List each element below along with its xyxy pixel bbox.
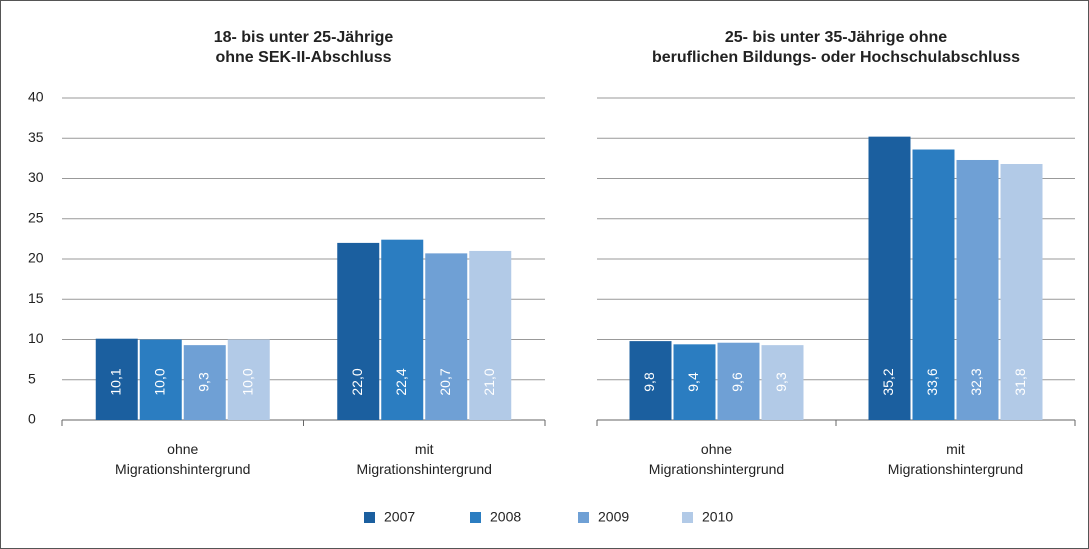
value-label: 10,0 bbox=[151, 368, 167, 395]
x-tick-label: mit Migrationshintergrund bbox=[357, 441, 492, 477]
bar bbox=[381, 239, 424, 420]
bar bbox=[337, 242, 380, 420]
value-label: 35,2 bbox=[880, 368, 896, 395]
value-label: 32,3 bbox=[968, 368, 984, 395]
y-tick-label: 20 bbox=[28, 250, 44, 266]
bar bbox=[761, 345, 804, 420]
y-tick-label: 30 bbox=[28, 169, 44, 185]
bar bbox=[425, 253, 468, 420]
legend-label: 2007 bbox=[384, 509, 415, 525]
bar bbox=[956, 159, 999, 421]
y-tick-label: 35 bbox=[28, 129, 44, 145]
chart-title: 25- bis unter 35-Jährige ohne beruflichen… bbox=[652, 29, 1020, 66]
legend-label: 2010 bbox=[702, 509, 733, 525]
value-label: 9,8 bbox=[641, 372, 657, 392]
bar bbox=[717, 342, 760, 420]
y-tick-label: 10 bbox=[28, 330, 44, 346]
value-label: 31,8 bbox=[1012, 368, 1028, 395]
value-label: 9,6 bbox=[729, 372, 745, 392]
bar bbox=[1000, 164, 1043, 420]
legend-label: 2009 bbox=[598, 509, 629, 525]
y-tick-label: 0 bbox=[28, 411, 36, 427]
value-label: 20,7 bbox=[437, 368, 453, 395]
y-tick-label: 15 bbox=[28, 290, 44, 306]
y-tick-label: 25 bbox=[28, 209, 44, 225]
value-label: 9,4 bbox=[685, 372, 701, 392]
legend-swatch bbox=[364, 512, 375, 523]
value-label: 10,0 bbox=[239, 368, 255, 395]
value-label: 9,3 bbox=[773, 372, 789, 392]
bar bbox=[227, 339, 270, 420]
value-label: 21,0 bbox=[481, 368, 497, 395]
y-tick-label: 40 bbox=[28, 89, 44, 105]
legend-swatch bbox=[682, 512, 693, 523]
legend-swatch bbox=[470, 512, 481, 523]
legend-swatch bbox=[578, 512, 589, 523]
bar bbox=[868, 136, 911, 420]
value-label: 22,0 bbox=[349, 368, 365, 395]
bar bbox=[912, 149, 955, 420]
bar bbox=[629, 341, 672, 420]
chart-title: 18- bis unter 25-Jährige ohne SEK-II-Absc… bbox=[214, 29, 394, 66]
bar bbox=[95, 338, 138, 420]
value-label: 9,3 bbox=[195, 372, 211, 392]
value-label: 10,1 bbox=[107, 368, 123, 395]
y-tick-label: 5 bbox=[28, 370, 36, 386]
bar bbox=[139, 339, 182, 420]
x-tick-label: ohne Migrationshintergrund bbox=[115, 441, 250, 477]
value-label: 22,4 bbox=[393, 368, 409, 395]
bar bbox=[469, 250, 512, 420]
x-tick-label: mit Migrationshintergrund bbox=[888, 441, 1023, 477]
value-label: 33,6 bbox=[924, 368, 940, 395]
bar bbox=[673, 344, 716, 420]
legend-label: 2008 bbox=[490, 509, 521, 525]
bar bbox=[183, 345, 226, 420]
x-tick-label: ohne Migrationshintergrund bbox=[649, 441, 784, 477]
